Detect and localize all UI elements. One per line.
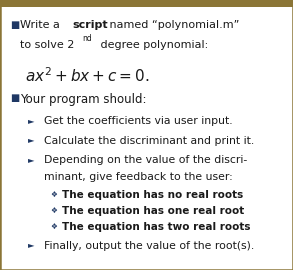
Text: Calculate the discriminant and print it.: Calculate the discriminant and print it. (44, 136, 254, 146)
Text: ❖: ❖ (50, 206, 57, 215)
Text: $ax^2 + bx + c = 0.$: $ax^2 + bx + c = 0.$ (25, 66, 149, 85)
Text: Get the coefficients via user input.: Get the coefficients via user input. (44, 116, 233, 126)
Text: ►: ► (28, 155, 35, 164)
Text: ❖: ❖ (50, 222, 57, 231)
Text: The equation has one real root: The equation has one real root (62, 206, 244, 216)
Text: ❖: ❖ (50, 190, 57, 199)
Bar (0, 0, 293, 7)
Text: minant, give feedback to the user:: minant, give feedback to the user: (44, 171, 233, 181)
Text: nd: nd (82, 33, 91, 42)
Text: ■: ■ (10, 93, 19, 103)
Text: The equation has two real roots: The equation has two real roots (62, 222, 251, 232)
Text: Your program should:: Your program should: (20, 93, 146, 106)
Text: to solve 2: to solve 2 (20, 40, 74, 50)
Text: ►: ► (28, 116, 35, 125)
Text: Finally, output the value of the root(s).: Finally, output the value of the root(s)… (44, 241, 254, 251)
Text: The equation has no real roots: The equation has no real roots (62, 190, 243, 200)
Text: degree polynomial:: degree polynomial: (97, 40, 209, 50)
Text: Depending on the value of the discri-: Depending on the value of the discri- (44, 155, 247, 165)
Text: ►: ► (28, 136, 35, 144)
Text: Write a: Write a (20, 20, 63, 30)
Text: named “polynomial.m”: named “polynomial.m” (106, 20, 240, 30)
Text: ►: ► (28, 241, 35, 249)
Text: script: script (72, 20, 108, 30)
Text: ■: ■ (10, 20, 19, 30)
